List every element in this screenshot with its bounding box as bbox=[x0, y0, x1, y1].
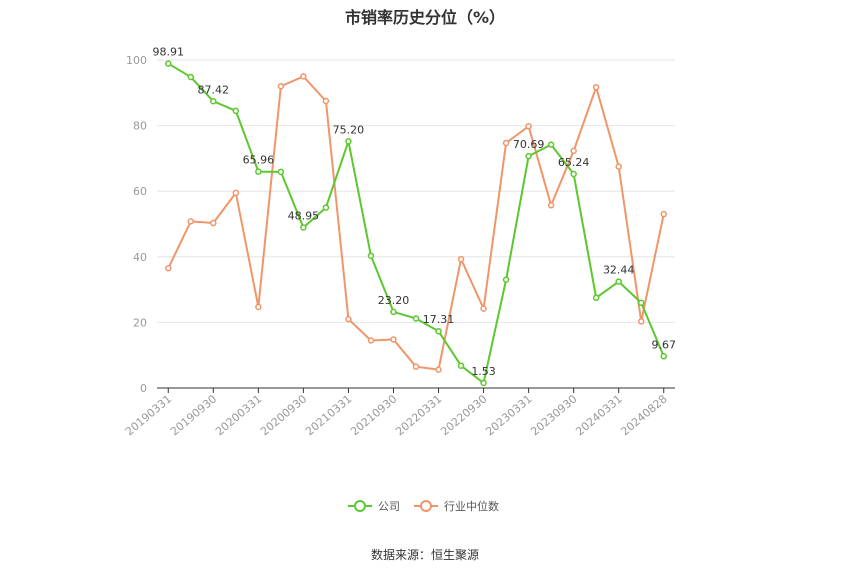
x-tick-label: 20240828 bbox=[618, 392, 669, 438]
data-point bbox=[390, 336, 397, 343]
data-point bbox=[615, 163, 622, 170]
y-tick-label: 100 bbox=[126, 54, 147, 67]
data-point bbox=[300, 73, 307, 80]
data-point bbox=[525, 152, 532, 160]
x-tick-label: 20230930 bbox=[528, 392, 579, 438]
data-point bbox=[592, 294, 600, 302]
data-label: 65.96 bbox=[243, 154, 275, 167]
x-tick-label: 20200930 bbox=[258, 392, 309, 438]
data-point bbox=[187, 218, 195, 225]
data-label: 9.67 bbox=[651, 338, 676, 351]
x-tick-label: 20210331 bbox=[303, 392, 354, 438]
x-tick-label: 20190331 bbox=[123, 392, 174, 438]
series-line-industry-median bbox=[167, 75, 665, 371]
data-point bbox=[322, 204, 330, 211]
data-point bbox=[435, 366, 442, 373]
data-point bbox=[457, 362, 465, 369]
data-point bbox=[547, 202, 555, 209]
data-point bbox=[660, 353, 667, 360]
data-point bbox=[345, 315, 352, 323]
data-source: 数据来源：恒生聚源 bbox=[370, 548, 479, 562]
y-tick-label: 80 bbox=[133, 120, 147, 133]
data-point bbox=[367, 337, 375, 344]
data-point bbox=[480, 305, 487, 312]
data-point bbox=[457, 255, 465, 263]
data-label: 87.42 bbox=[198, 83, 230, 96]
x-tick-label: 20220930 bbox=[438, 392, 489, 438]
legend-marker bbox=[354, 500, 366, 512]
legend-label: 公司 bbox=[378, 500, 400, 513]
data-point bbox=[412, 363, 420, 370]
y-tick-label: 40 bbox=[133, 251, 147, 264]
data-point bbox=[592, 83, 600, 91]
data-point bbox=[547, 141, 555, 148]
data-label: 23.20 bbox=[378, 294, 410, 307]
data-point bbox=[390, 308, 397, 316]
x-tick-label: 20230331 bbox=[483, 392, 534, 438]
data-label: 17.31 bbox=[423, 313, 455, 326]
y-tick-label: 0 bbox=[140, 382, 147, 395]
data-label: 65.24 bbox=[558, 156, 590, 169]
x-tick-label: 20190930 bbox=[168, 392, 219, 438]
data-point bbox=[165, 60, 172, 67]
data-point bbox=[255, 168, 262, 175]
data-label: 70.69 bbox=[513, 138, 545, 151]
x-tick-label: 20240331 bbox=[573, 392, 624, 438]
data-point bbox=[232, 107, 240, 115]
data-point bbox=[277, 82, 285, 90]
data-point bbox=[480, 379, 487, 387]
data-point bbox=[615, 278, 622, 285]
data-point bbox=[637, 318, 645, 325]
data-label: 98.91 bbox=[153, 46, 185, 59]
data-label: 75.20 bbox=[333, 123, 365, 136]
data-point bbox=[322, 97, 330, 105]
x-tick-label: 20200331 bbox=[213, 392, 264, 438]
legend-label: 行业中位数 bbox=[444, 499, 499, 513]
data-point bbox=[210, 98, 217, 105]
data-point bbox=[187, 73, 195, 81]
chart-title: 市销率历史分位（%） bbox=[344, 8, 506, 27]
data-point bbox=[210, 219, 217, 227]
data-point bbox=[277, 168, 285, 176]
data-point bbox=[502, 276, 510, 284]
x-tick-label: 20220331 bbox=[393, 392, 444, 438]
data-point bbox=[367, 252, 375, 260]
data-point bbox=[345, 138, 352, 145]
data-point bbox=[232, 189, 240, 197]
data-point bbox=[165, 265, 172, 272]
legend-marker bbox=[420, 500, 432, 512]
data-label: 32.44 bbox=[603, 264, 635, 277]
data-point bbox=[525, 123, 532, 130]
data-point bbox=[300, 224, 307, 231]
data-point bbox=[570, 147, 577, 155]
data-point bbox=[255, 303, 262, 311]
data-point bbox=[502, 139, 510, 147]
data-point bbox=[412, 315, 420, 322]
y-tick-label: 20 bbox=[133, 316, 147, 329]
data-point bbox=[570, 170, 577, 178]
data-point bbox=[660, 210, 667, 218]
data-label: 48.95 bbox=[288, 209, 320, 222]
data-point bbox=[435, 327, 442, 335]
data-label: 1.53 bbox=[471, 365, 496, 378]
y-tick-label: 60 bbox=[133, 185, 147, 198]
x-tick-label: 20210930 bbox=[348, 392, 399, 438]
data-point bbox=[637, 299, 645, 306]
